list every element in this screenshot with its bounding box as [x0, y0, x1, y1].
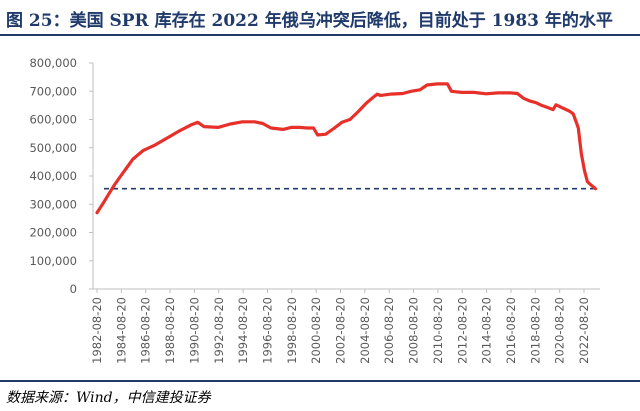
x-tick-label: 2014-08-20 — [480, 297, 494, 364]
y-tick-label: 800,000 — [29, 56, 77, 70]
source-note: 数据来源：Wind，中信建投证券 — [6, 390, 211, 406]
x-tick-label: 2010-08-20 — [431, 297, 445, 364]
title-bar: 图 25：美国 SPR 库存在 2022 年俄乌冲突后降低，目前处于 1983 … — [0, 0, 640, 36]
y-axis: 0 100,000 200,000 300,000 400,000 500,000 600,… — [29, 56, 94, 296]
y-tick-label: 600,000 — [29, 113, 77, 127]
y-tick-label: 0 — [70, 282, 77, 296]
x-tick-label: 1992-08-20 — [212, 297, 226, 364]
x-tick-label: 1990-08-20 — [187, 297, 201, 364]
y-tick-label: 300,000 — [29, 197, 77, 211]
series-group — [95, 82, 598, 215]
x-tick-label: 1988-08-20 — [163, 297, 177, 364]
x-tick-label: 2006-08-20 — [382, 297, 396, 364]
x-tick-label: 2000-08-20 — [309, 297, 323, 364]
chart-area: 0 100,000 200,000 300,000 400,000 500,000 600,… — [0, 40, 640, 376]
x-tick-label: 2020-08-20 — [553, 297, 567, 364]
x-tick-label: 1996-08-20 — [260, 297, 274, 364]
x-tick-label: 2022-08-20 — [577, 297, 591, 364]
x-tick-label: 1986-08-20 — [139, 297, 153, 364]
x-tick-label: 2018-08-20 — [528, 297, 542, 364]
y-tick-label: 200,000 — [29, 226, 77, 240]
x-tick-label: 1984-08-20 — [114, 297, 128, 364]
x-axis: 1982-08-20 1984-08-20 1986-08-20 1988-08-20… — [90, 288, 600, 364]
y-tick-label: 100,000 — [29, 254, 77, 268]
chart-svg: 0 100,000 200,000 300,000 400,000 500,000 600,… — [29, 56, 600, 364]
x-tick-label: 2012-08-20 — [455, 297, 469, 364]
x-tick-label: 2002-08-20 — [334, 297, 348, 364]
x-tick-label: 1998-08-20 — [285, 297, 299, 364]
y-tick-label: 400,000 — [29, 169, 77, 183]
x-tick-label: 2016-08-20 — [504, 297, 518, 364]
x-tick-label: 2004-08-20 — [358, 297, 372, 364]
x-tick-label: 1982-08-20 — [90, 297, 104, 364]
footer-rule — [0, 380, 640, 382]
x-tick-label: 2008-08-20 — [407, 297, 421, 364]
y-tick-label: 700,000 — [29, 84, 77, 98]
x-tick-label: 1994-08-20 — [236, 297, 250, 364]
series-line-spr-inventory — [95, 82, 598, 215]
chart-title: 图 25：美国 SPR 库存在 2022 年俄乌冲突后降低，目前处于 1983 … — [6, 11, 613, 31]
y-tick-label: 500,000 — [29, 141, 77, 155]
